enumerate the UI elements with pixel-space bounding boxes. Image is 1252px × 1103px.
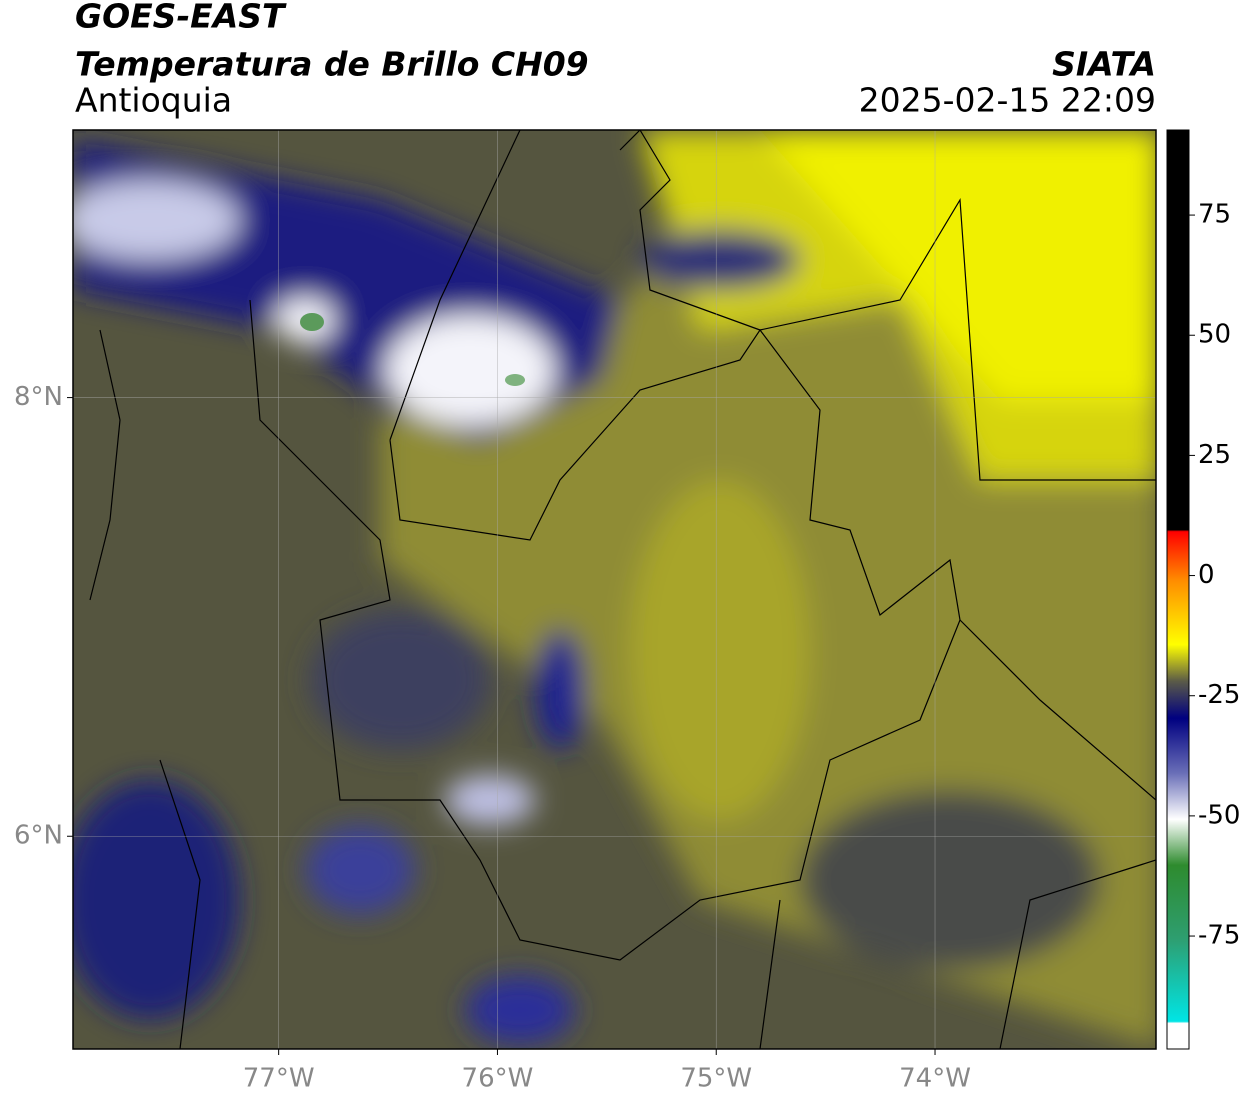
colorbar-tick-label: 75 xyxy=(1198,200,1231,230)
colorbar-tick-label: -75 xyxy=(1198,921,1240,951)
datetime: 2025-02-15 22:09 xyxy=(859,81,1156,120)
subtitle: Temperatura de Brillo CH09 xyxy=(75,45,589,84)
title: GOES-EAST xyxy=(75,0,287,36)
colorbar-tick-label: 25 xyxy=(1198,440,1231,470)
colorbar-tick-label: 0 xyxy=(1198,560,1215,590)
colorbar xyxy=(1166,129,1190,1050)
colorbar-tick-label: 50 xyxy=(1198,320,1231,350)
y-tick-label: 6°N xyxy=(14,821,63,851)
satellite-image xyxy=(73,130,1156,1049)
colorbar-tick-label: -25 xyxy=(1198,680,1240,710)
x-tick-label: 75°W xyxy=(680,1064,752,1094)
region: Antioquia xyxy=(75,81,232,120)
y-tick-label: 8°N xyxy=(14,382,63,412)
map-frame xyxy=(72,129,1157,1050)
source: SIATA xyxy=(1052,45,1156,84)
x-tick-label: 74°W xyxy=(899,1064,971,1094)
x-tick-label: 76°W xyxy=(462,1064,534,1094)
colorbar-tick-label: -50 xyxy=(1198,800,1240,830)
x-tick-label: 77°W xyxy=(243,1064,315,1094)
